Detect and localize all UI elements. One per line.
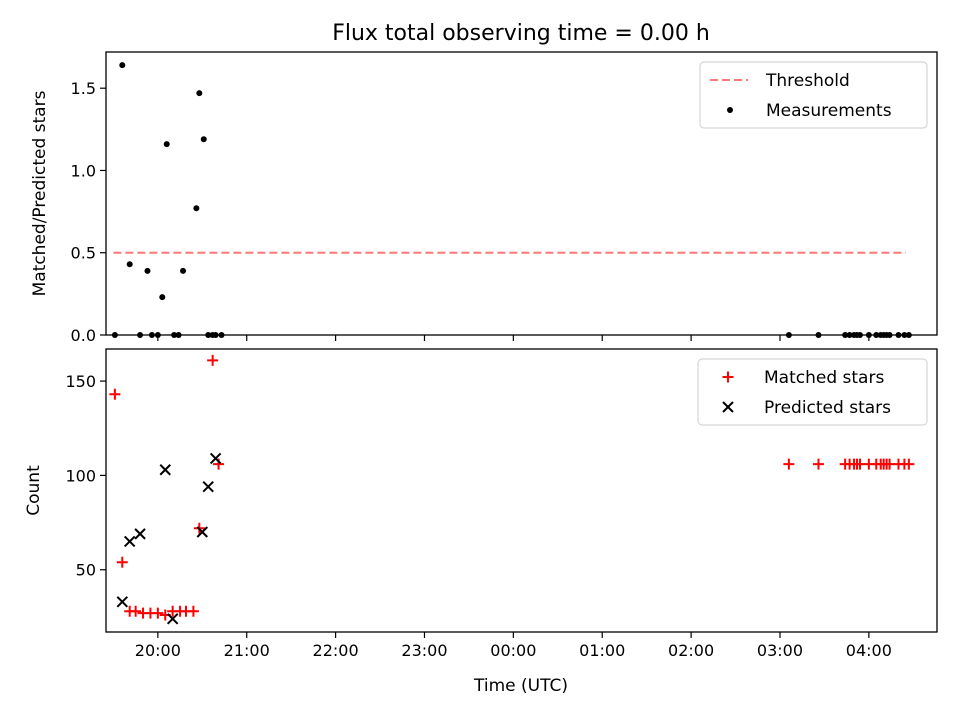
bottom-legend: Matched stars Predicted stars: [697, 358, 928, 426]
legend-predicted-swatch: [722, 401, 734, 413]
matched-star-point: [207, 354, 219, 366]
matched-star-point: [116, 556, 128, 568]
bottom-y-tick-label: 50: [76, 561, 96, 580]
legend-label: Predicted stars: [764, 398, 891, 418]
matched-star-point: [130, 605, 142, 617]
top-y-tick-label: 1.0: [71, 161, 96, 180]
matched-star-point: [783, 458, 795, 470]
predicted-star-point: [123, 535, 136, 548]
top-y-tick-label: 0.5: [71, 244, 96, 263]
predicted-star-point: [196, 526, 208, 538]
top-panel: 0.0 0.5 1.0 1.5 Matched/Predicted stars Thres…: [30, 51, 938, 345]
x-tick-label: 04:00: [846, 641, 892, 660]
predicted-star-point: [166, 613, 179, 625]
bottom-axes-frame: [105, 348, 938, 633]
x-tick-label: 02:00: [668, 641, 714, 660]
predicted-star-point: [202, 481, 214, 493]
matched-star-point: [109, 388, 121, 400]
measurement-point: [126, 261, 133, 268]
x-tick-label: 21:00: [224, 641, 270, 660]
x-tick-label: 01:00: [579, 641, 625, 660]
measurement-point: [163, 141, 170, 148]
top-y-tick-label: 1.5: [71, 79, 96, 98]
measurement-point: [196, 90, 203, 97]
measurement-point: [144, 267, 151, 274]
bottom-y-axis-label: Count: [24, 465, 44, 516]
measurement-point: [159, 294, 166, 301]
matched-star-point: [152, 607, 164, 619]
x-tick-label: 20:00: [135, 641, 181, 660]
predicted-star-point: [134, 528, 146, 540]
legend-label: Measurements: [766, 101, 892, 121]
matched-star-point: [187, 605, 199, 617]
legend-label: Matched stars: [764, 368, 884, 388]
top-y-axis-label: Matched/Predicted stars: [30, 90, 50, 296]
bottom-plot-area: [109, 354, 915, 625]
top-plot-area: [111, 62, 912, 338]
bottom-panel: 50 100 150 20:00 21:00 22:00 23:00 00:00 01:00 02…: [24, 348, 938, 660]
matched-star-point: [812, 458, 824, 470]
top-legend: Threshold Measurements: [699, 61, 928, 129]
legend-box: [697, 358, 928, 426]
measurement-point: [119, 62, 126, 69]
legend-matched-swatch: [722, 371, 734, 383]
x-tick-label: 23:00: [401, 641, 447, 660]
legend-measurement-swatch: [727, 107, 733, 113]
top-y-tick-label: 0.0: [71, 326, 96, 345]
measurement-point: [180, 267, 187, 274]
x-axis-label: Time (UTC): [473, 676, 568, 696]
legend-label: Threshold: [765, 71, 850, 91]
bottom-y-tick-label: 100: [65, 466, 96, 485]
measurement-point: [200, 136, 207, 143]
predicted-star-point: [159, 464, 171, 476]
chart-title: Flux total observing time = 0.00 h: [332, 21, 710, 46]
x-tick-label: 22:00: [313, 641, 359, 660]
bottom-y-tick-label: 150: [65, 372, 96, 391]
x-tick-label: 03:00: [757, 641, 803, 660]
measurement-point: [193, 205, 200, 212]
predicted-star-point: [209, 452, 222, 465]
matched-star-point: [903, 458, 915, 470]
x-tick-label: 00:00: [490, 641, 536, 660]
predicted-star-point: [116, 596, 129, 608]
top-axes-frame: [105, 51, 938, 336]
legend-box: [699, 61, 928, 129]
